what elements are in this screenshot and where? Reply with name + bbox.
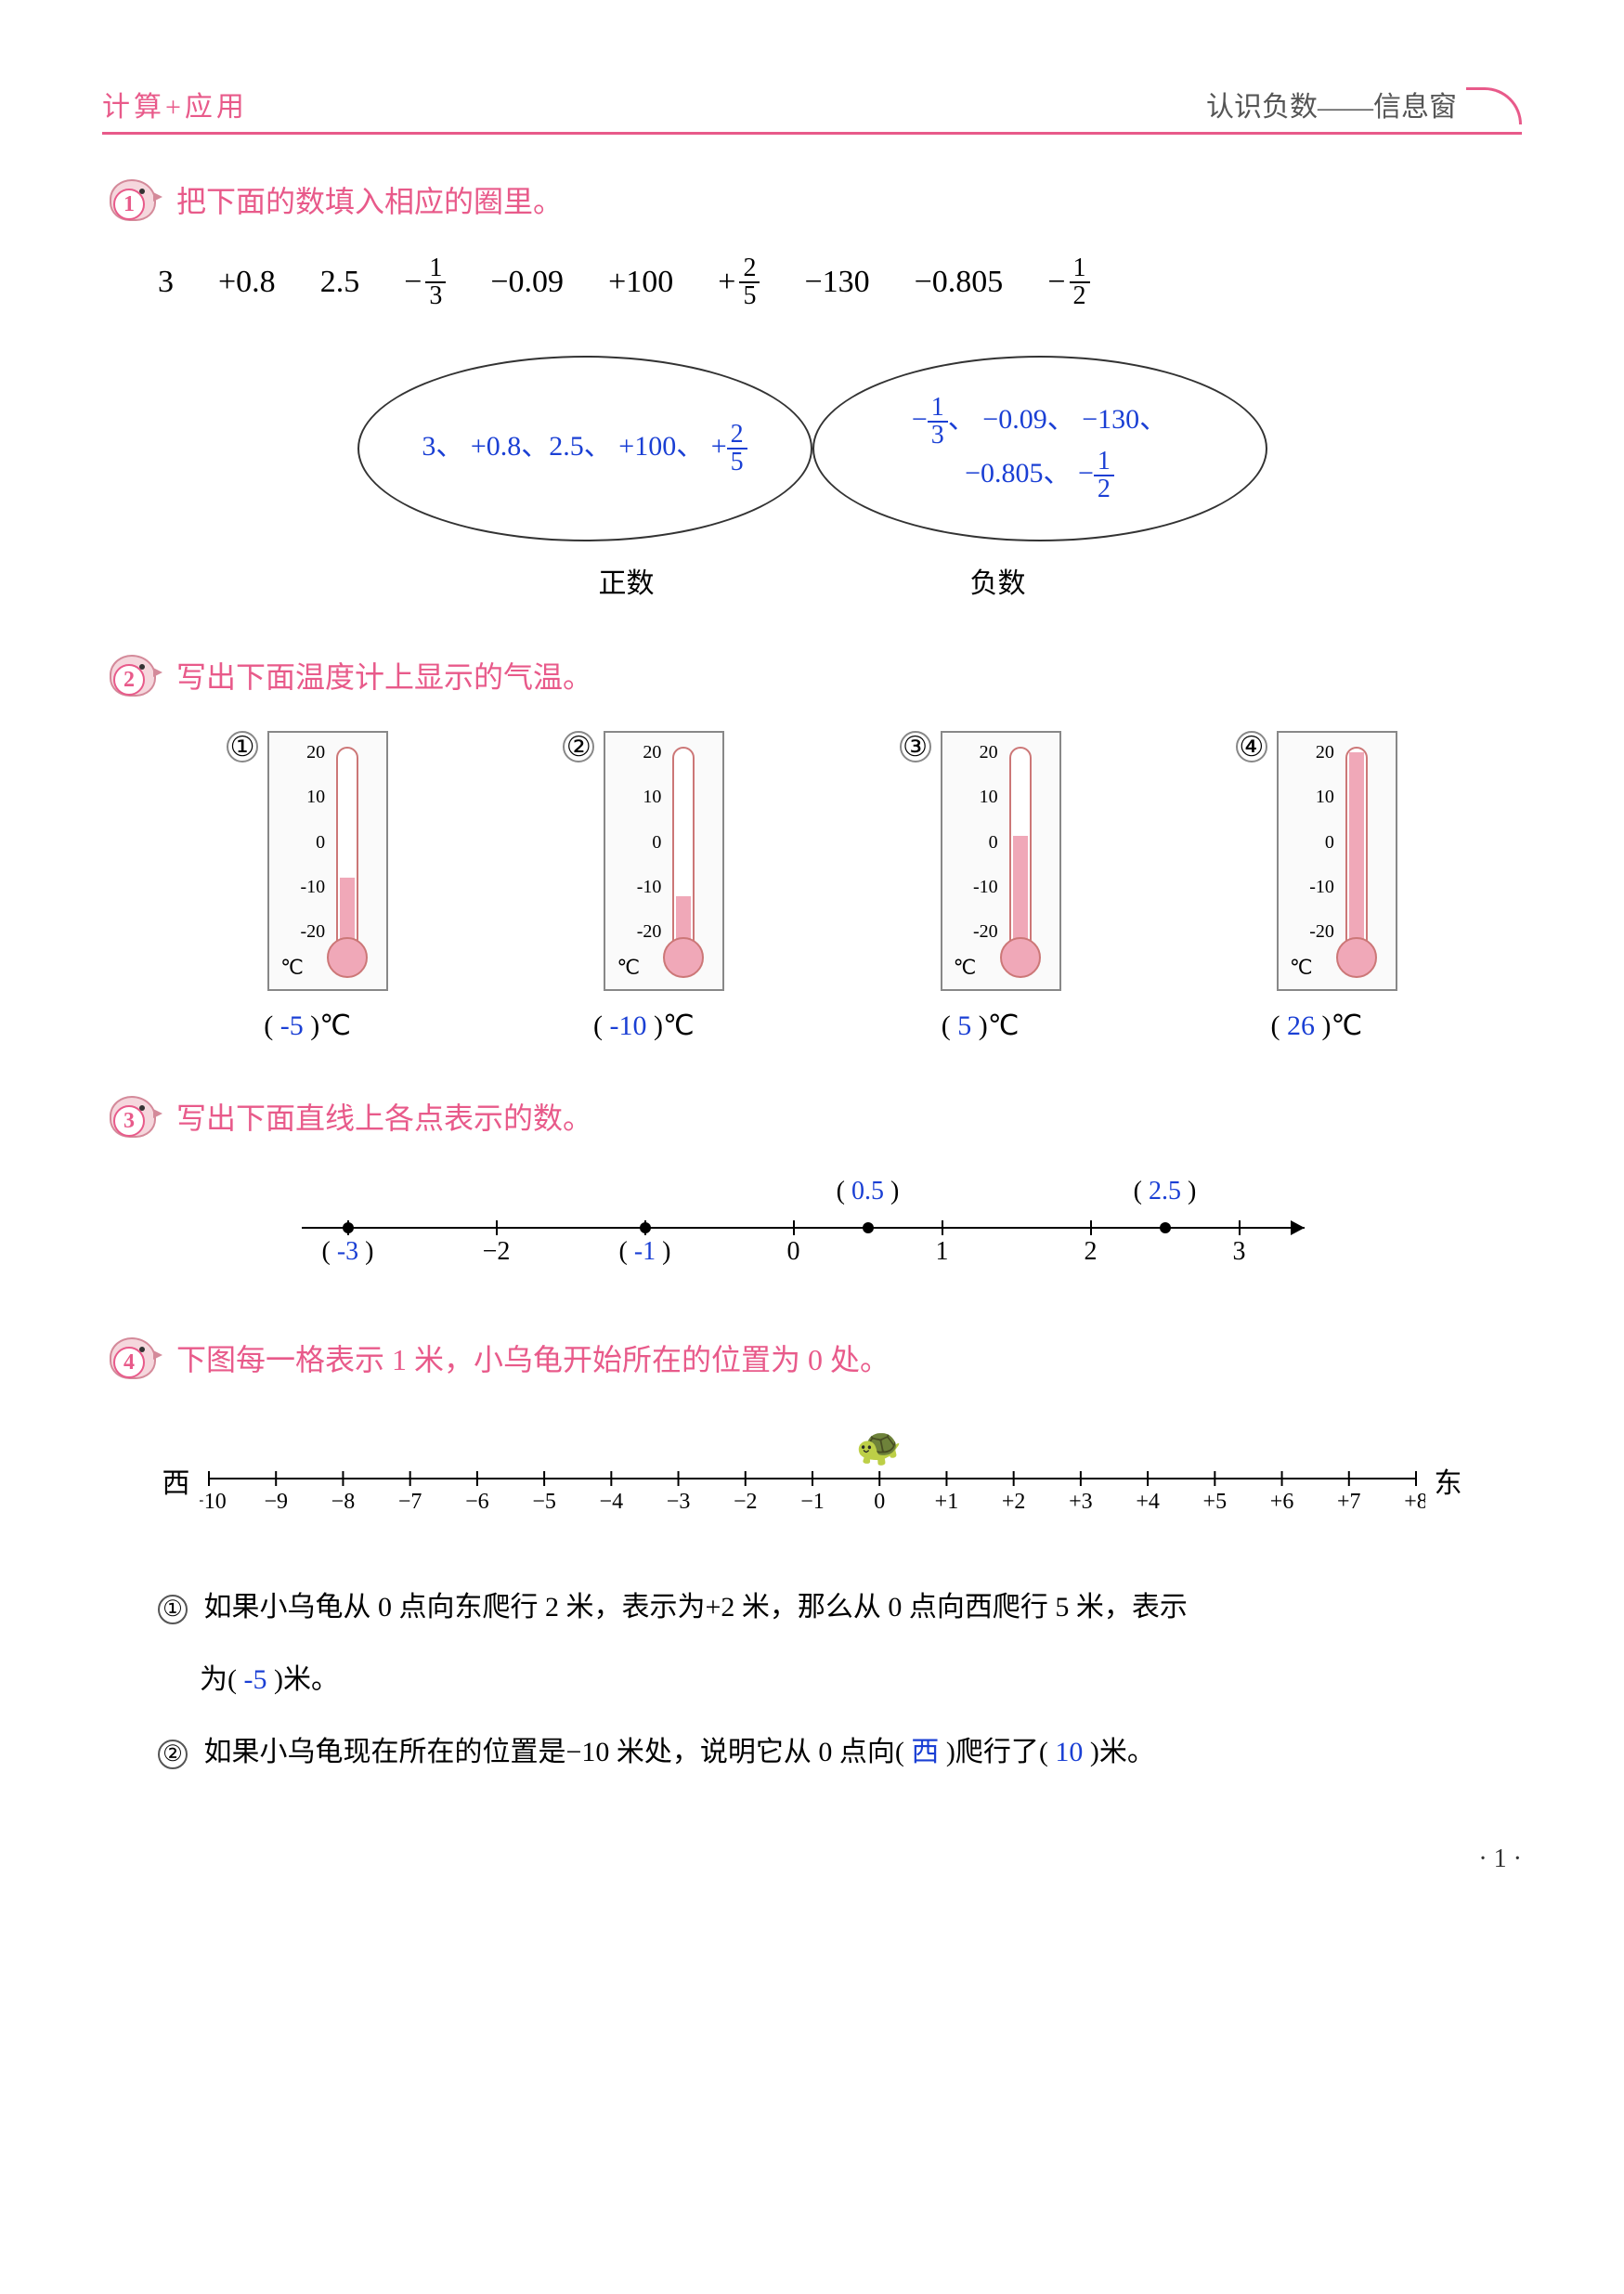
question-4: 4 下图每一格表示 1 米，小乌龟开始所在的位置为 0 处。 西 🐢 −10−9…: [102, 1330, 1522, 1789]
svg-text:−6: −6: [465, 1490, 489, 1514]
number-item: −13: [404, 255, 446, 309]
negative-answer: −13、 −0.09、 −130、−0.805、 −12: [884, 395, 1195, 502]
number-item: +0.8: [218, 265, 276, 300]
svg-text:−1: −1: [800, 1490, 825, 1514]
nl-tick-label: 0: [787, 1237, 800, 1267]
nl-top-answer: ( 0.5 ): [837, 1177, 900, 1206]
number-item: +25: [718, 255, 760, 309]
svg-text:−2: −2: [734, 1490, 758, 1514]
bird-icon: 3: [102, 1088, 167, 1144]
west-label: 西: [162, 1460, 190, 1501]
number-item: −12: [1047, 255, 1089, 309]
positive-answer: 3、 +0.8、2.5、 +100、 +25: [394, 422, 774, 476]
number-line: ( 0.5 ) ( 2.5 ) −2 0 1 2 3 ( -3 ) ( -1 ): [255, 1172, 1370, 1284]
thermo-answer: ( -10 )℃: [563, 1010, 724, 1042]
thermo-answer: ( 26 )℃: [1236, 1010, 1397, 1042]
number-item: 2.5: [320, 265, 360, 300]
nl-tick-label: −2: [483, 1237, 511, 1267]
nl-tick-label: 2: [1085, 1237, 1098, 1267]
svg-text:+3: +3: [1069, 1490, 1093, 1514]
sub-question-1: ① 如果小乌龟从 0 点向东爬行 2 米，表示为+2 米，那么从 0 点向西爬行…: [102, 1571, 1522, 1716]
svg-text:+6: +6: [1269, 1490, 1293, 1514]
thermometer-item: ③ 20100-10-20 ℃ ( 5 )℃: [900, 731, 1061, 1042]
svg-text:+5: +5: [1202, 1490, 1227, 1514]
positive-ellipse: 3、 +0.8、2.5、 +100、 +25: [357, 356, 812, 541]
thermo-answer: ( 5 )℃: [900, 1010, 1061, 1042]
svg-text:−4: −4: [599, 1490, 623, 1514]
svg-text:−10: −10: [200, 1490, 227, 1514]
number-item: −0.805: [915, 265, 1004, 300]
svg-text:−9: −9: [264, 1490, 288, 1514]
svg-text:+7: +7: [1337, 1490, 1361, 1514]
negative-ellipse: −13、 −0.09、 −130、−0.805、 −12: [812, 356, 1267, 541]
question-3: 3 写出下面直线上各点表示的数。 ( 0.5 ) ( 2.5 ) −2 0 1 2 3 ( -…: [102, 1088, 1522, 1284]
svg-text:+4: +4: [1136, 1490, 1160, 1514]
question-title: 把下面的数填入相应的圈里。: [176, 178, 563, 221]
number-list: 3 +0.8 2.5 −13 −0.09 +100 +25 −130 −0.80…: [102, 255, 1522, 309]
thermometer-icon: 20100-10-20 ℃: [941, 731, 1061, 991]
turtle-number-line: 西 🐢 −10−9−8−7−6−5−4−3−2−10+1+2+3+4+5+6+7…: [162, 1414, 1462, 1544]
page-number: · 1 ·: [102, 1844, 1522, 1874]
nl-bottom-answer: ( -1 ): [619, 1237, 671, 1267]
thermo-label: ②: [563, 731, 594, 762]
header-right: 认识负数——信息窗: [1206, 84, 1457, 124]
bird-icon: 1: [102, 172, 167, 228]
thermometer-item: ① 20100-10-20 ℃ ( -5 )℃: [227, 731, 388, 1042]
thermometer-icon: 20100-10-20 ℃: [1277, 731, 1397, 991]
question-1: 1 把下面的数填入相应的圈里。 3 +0.8 2.5 −13 −0.09 +10…: [102, 172, 1522, 601]
question-title: 写出下面温度计上显示的气温。: [176, 654, 592, 697]
header-divider: [102, 132, 1522, 135]
bird-icon: 4: [102, 1330, 167, 1386]
question-2: 2 写出下面温度计上显示的气温。 ① 20100-10-20 ℃ ( -5 )℃: [102, 647, 1522, 1042]
question-title: 下图每一格表示 1 米，小乌龟开始所在的位置为 0 处。: [176, 1336, 890, 1379]
thermo-label: ①: [227, 731, 258, 762]
number-item: 3: [158, 265, 174, 300]
thermometer-item: ② 20100-10-20 ℃ ( -10 )℃: [563, 731, 724, 1042]
svg-text:−8: −8: [331, 1490, 355, 1514]
thermometer-icon: 20100-10-20 ℃: [604, 731, 724, 991]
svg-text:−7: −7: [397, 1490, 422, 1514]
header-left: 计算+应用: [102, 84, 248, 124]
answer: 西: [911, 1737, 939, 1767]
negative-label: 负数: [970, 560, 1026, 601]
svg-text:+1: +1: [934, 1490, 958, 1514]
header-arc-icon: [1466, 87, 1522, 124]
bird-icon: 2: [102, 647, 167, 703]
thermo-label: ③: [900, 731, 931, 762]
nl-tick-label: 3: [1233, 1237, 1246, 1267]
svg-text:+8: +8: [1404, 1490, 1425, 1514]
svg-text:0: 0: [874, 1490, 885, 1514]
sub-question-2: ② 如果小乌龟现在所在的位置是−10 米处，说明它从 0 点向( 西 )爬行了(…: [102, 1716, 1522, 1789]
positive-label: 正数: [599, 560, 655, 601]
sub-label: ②: [158, 1740, 188, 1769]
answer: 10: [1055, 1737, 1083, 1767]
thermo-answer: ( -5 )℃: [227, 1010, 388, 1042]
number-item: +100: [608, 265, 673, 300]
east-label: 东: [1435, 1460, 1462, 1501]
question-number: 4: [113, 1347, 145, 1378]
thermometer-icon: 20100-10-20 ℃: [267, 731, 388, 991]
answer: -5: [244, 1664, 267, 1695]
thermo-label: ④: [1236, 731, 1267, 762]
question-number: 1: [113, 189, 145, 220]
page-header: 计算+应用 认识负数——信息窗: [102, 84, 1522, 124]
question-number: 2: [113, 664, 145, 696]
svg-text:−3: −3: [666, 1490, 690, 1514]
nl-tick-label: 1: [936, 1237, 949, 1267]
nl-top-answer: ( 2.5 ): [1134, 1177, 1197, 1206]
svg-text:+2: +2: [1001, 1490, 1025, 1514]
number-item: −130: [804, 265, 869, 300]
svg-text:−5: −5: [532, 1490, 556, 1514]
thermometer-item: ④ 20100-10-20 ℃ ( 26 )℃: [1236, 731, 1397, 1042]
number-item: −0.09: [490, 265, 564, 300]
question-number: 3: [113, 1105, 145, 1137]
sub-label: ①: [158, 1595, 188, 1624]
nl-bottom-answer: ( -3 ): [322, 1237, 374, 1267]
question-title: 写出下面直线上各点表示的数。: [176, 1095, 592, 1138]
